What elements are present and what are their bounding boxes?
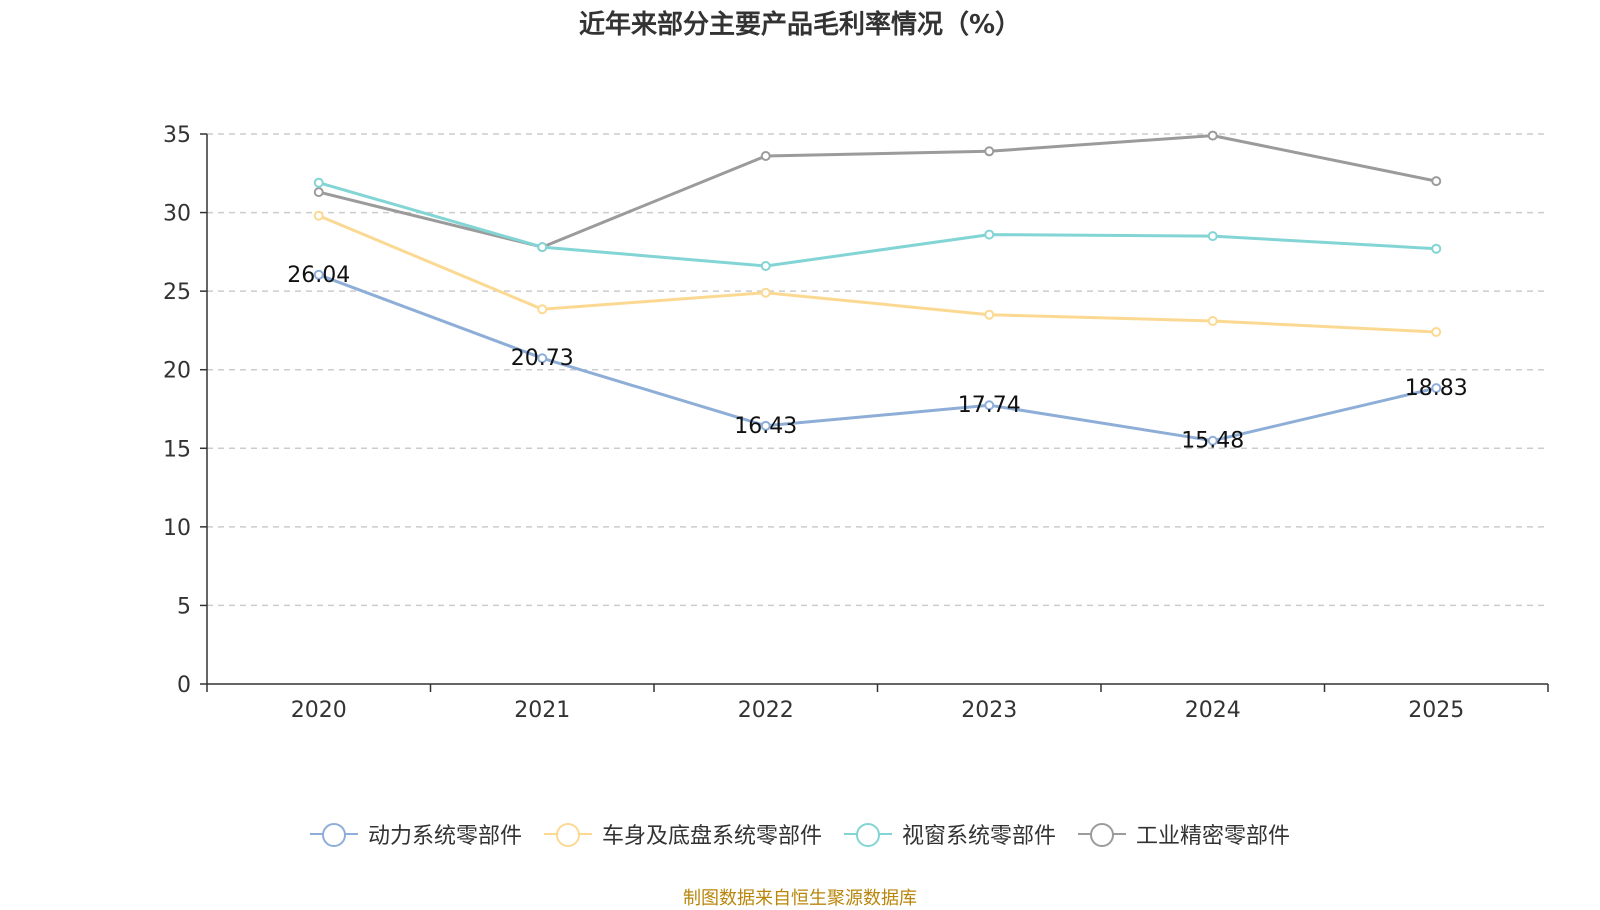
data-point bbox=[760, 151, 771, 161]
data-point bbox=[760, 287, 771, 298]
legend-item-2[interactable]: 视窗系统零部件 bbox=[844, 818, 1056, 850]
legend-label: 视窗系统零部件 bbox=[902, 824, 1057, 849]
series-line-3 bbox=[318, 134, 1437, 249]
series-line-0 bbox=[318, 273, 1437, 443]
data-point bbox=[1207, 231, 1218, 242]
y-tick-label: 0 bbox=[177, 673, 191, 698]
legend-label: 工业精密零部件 bbox=[1136, 824, 1291, 849]
data-point bbox=[760, 261, 771, 271]
y-tick-label: 25 bbox=[163, 280, 191, 305]
data-label: 17.74 bbox=[958, 393, 1021, 418]
data-point bbox=[984, 309, 995, 320]
data-point bbox=[1431, 327, 1442, 337]
series-line-1 bbox=[318, 214, 1437, 334]
x-tick-label: 2024 bbox=[1185, 698, 1241, 723]
data-label: 26.04 bbox=[287, 263, 350, 288]
legend-item-3[interactable]: 工业精密零部件 bbox=[1078, 818, 1290, 850]
legend-symbol bbox=[309, 823, 358, 847]
y-tick-label: 15 bbox=[163, 437, 191, 462]
y-tick-label: 35 bbox=[163, 123, 191, 148]
data-point bbox=[1431, 176, 1442, 187]
series-lines bbox=[313, 130, 1442, 446]
x-tick-label: 2025 bbox=[1408, 698, 1464, 723]
x-tick-label: 2021 bbox=[514, 698, 570, 723]
data-point bbox=[984, 146, 995, 157]
data-point bbox=[537, 353, 548, 364]
data-point bbox=[313, 269, 324, 280]
x-tick-label: 2022 bbox=[738, 698, 794, 723]
x-tick-label: 2023 bbox=[961, 698, 1017, 723]
y-tick-label: 20 bbox=[163, 359, 191, 384]
y-tick-label: 10 bbox=[163, 516, 191, 541]
legend-symbol bbox=[543, 823, 592, 847]
legend-label: 车身及底盘系统零部件 bbox=[601, 824, 822, 849]
legend-symbol bbox=[1078, 823, 1127, 847]
y-tick-label: 30 bbox=[163, 202, 191, 227]
data-label: 20.73 bbox=[511, 346, 574, 371]
data-point bbox=[984, 400, 995, 411]
data-point bbox=[313, 177, 324, 188]
data-point bbox=[313, 210, 324, 221]
data-label: 15.48 bbox=[1181, 429, 1244, 454]
data-point bbox=[1207, 316, 1218, 326]
data-point bbox=[537, 242, 548, 253]
legend-item-1[interactable]: 车身及底盘系统零部件 bbox=[543, 818, 822, 850]
legend-item-0[interactable]: 动力系统零部件 bbox=[309, 818, 522, 850]
data-point bbox=[537, 304, 548, 315]
series-line-2 bbox=[318, 181, 1437, 268]
data-labels: 26.04 20.73 16.43 17.74 15.48 18.83 bbox=[287, 263, 1467, 454]
data-point bbox=[1207, 130, 1218, 141]
legend: 动力系统零部件 车身及底盘系统零部件 视窗系统零部件 工业精密零部件 bbox=[0, 818, 1600, 850]
data-point bbox=[1431, 243, 1442, 254]
legend-label: 动力系统零部件 bbox=[367, 824, 522, 849]
data-point bbox=[313, 187, 324, 198]
data-point bbox=[984, 229, 995, 240]
data-label: 16.43 bbox=[734, 414, 797, 439]
grid-lines bbox=[207, 133, 1548, 607]
data-point bbox=[1431, 383, 1442, 394]
data-point bbox=[1207, 435, 1218, 446]
legend-symbol bbox=[844, 823, 892, 847]
source-note: 制图数据来自恒生聚源数据库 bbox=[683, 888, 917, 909]
x-tick-label: 2020 bbox=[291, 698, 347, 723]
chart-title: 近年来部分主要产品毛利率情况（%） bbox=[578, 10, 1022, 40]
data-label: 18.83 bbox=[1405, 376, 1468, 401]
data-point bbox=[760, 420, 771, 431]
y-tick-label: 5 bbox=[177, 594, 191, 619]
